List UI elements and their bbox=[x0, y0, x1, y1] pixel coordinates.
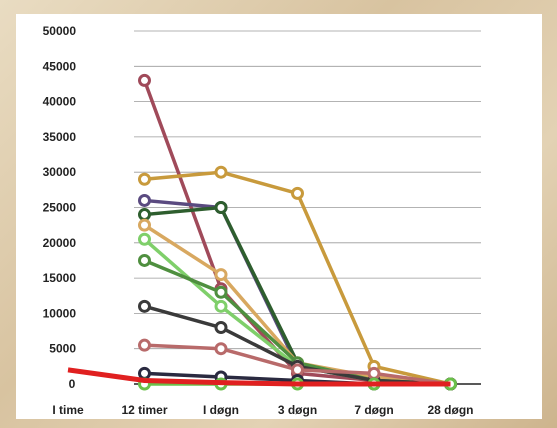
data-point bbox=[291, 363, 304, 377]
data-point bbox=[214, 299, 228, 313]
x-tick-label: 12 timer bbox=[121, 403, 167, 417]
y-tick-label: 45000 bbox=[43, 59, 77, 73]
data-point bbox=[214, 342, 228, 356]
y-axis-ticks: 0 5000 10000 15000 20000 25000 30000 35000 40000… bbox=[43, 24, 77, 391]
data-point bbox=[138, 366, 151, 380]
y-tick-label: 25000 bbox=[43, 201, 77, 215]
y-tick-label: 15000 bbox=[43, 271, 77, 285]
y-tick-label: 50000 bbox=[43, 24, 77, 38]
gridlines bbox=[134, 30, 481, 385]
line-chart: 0 5000 10000 15000 20000 25000 30000 35000 40000… bbox=[43, 24, 481, 417]
data-point bbox=[291, 186, 304, 200]
data-point bbox=[214, 321, 228, 335]
data-point bbox=[138, 73, 151, 87]
data-point bbox=[138, 218, 151, 232]
y-tick-label: 20000 bbox=[43, 236, 77, 250]
x-tick-label: 28 døgn bbox=[427, 403, 473, 417]
data-point bbox=[214, 268, 228, 282]
series-0 bbox=[138, 73, 457, 391]
series-line bbox=[67, 367, 451, 387]
data-point bbox=[138, 208, 151, 222]
series-lines bbox=[67, 73, 457, 391]
y-tick-label: 0 bbox=[69, 377, 76, 391]
series-11 bbox=[67, 367, 451, 387]
data-point bbox=[138, 299, 151, 313]
y-tick-label: 30000 bbox=[43, 165, 77, 179]
x-tick-label: I time bbox=[52, 403, 84, 417]
y-tick-label: 40000 bbox=[43, 95, 77, 109]
data-point bbox=[138, 232, 151, 246]
data-point bbox=[138, 172, 151, 186]
y-tick-label: 10000 bbox=[43, 306, 77, 320]
series-line bbox=[142, 79, 451, 386]
data-point bbox=[138, 193, 151, 207]
y-tick-label: 35000 bbox=[43, 130, 77, 144]
x-tick-label: I døgn bbox=[203, 403, 239, 417]
y-tick-label: 5000 bbox=[49, 342, 76, 356]
data-point bbox=[214, 201, 228, 214]
chart-panel: 0 5000 10000 15000 20000 25000 30000 35000 40000… bbox=[16, 14, 542, 419]
data-point bbox=[138, 338, 151, 352]
data-point bbox=[367, 366, 381, 380]
data-point bbox=[138, 253, 151, 267]
data-point bbox=[214, 165, 228, 179]
x-tick-label: 7 døgn bbox=[354, 403, 393, 417]
x-axis-ticks: I time 12 timer I døgn 3 døgn 7 døgn 28 døgn bbox=[52, 403, 473, 417]
data-point bbox=[214, 285, 228, 299]
x-tick-label: 3 døgn bbox=[278, 403, 317, 417]
